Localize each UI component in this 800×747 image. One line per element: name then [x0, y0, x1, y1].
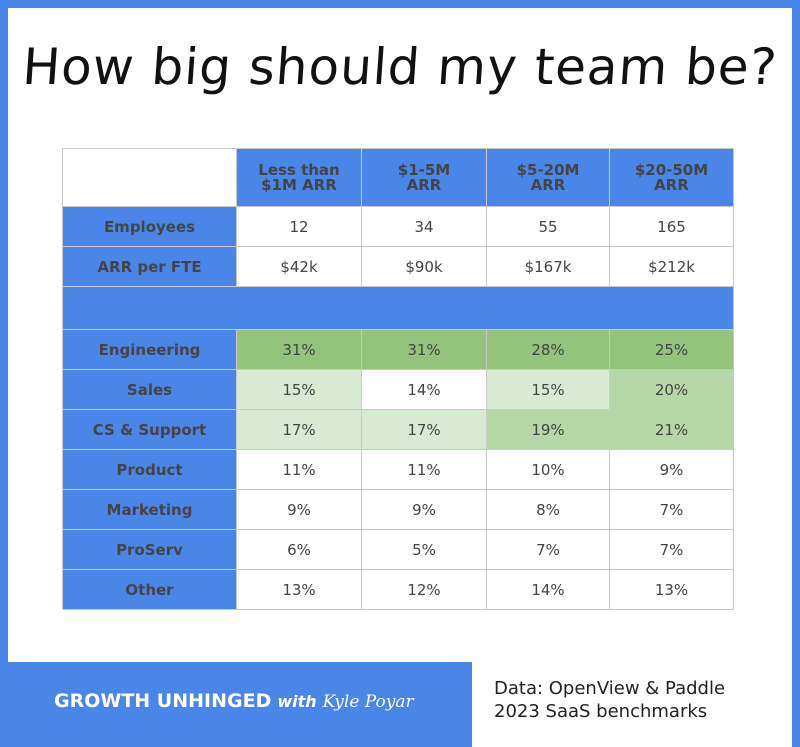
- row-label: ProServ: [62, 529, 237, 570]
- table-corner-cell: [62, 148, 237, 207]
- table-cell: 28%: [486, 329, 610, 370]
- table-cell: $42k: [236, 246, 362, 287]
- row-label: Marketing: [62, 489, 237, 530]
- table-cell: $90k: [361, 246, 487, 287]
- table-cell: 17%: [236, 409, 362, 450]
- row-label: Engineering: [62, 329, 237, 370]
- section-divider: [62, 286, 734, 330]
- row-label: Product: [62, 449, 237, 490]
- page-title: How big should my team be?: [20, 38, 780, 96]
- footer-source-box: [472, 662, 800, 747]
- row-label: ARR per FTE: [62, 246, 237, 287]
- table-cell: $212k: [609, 246, 734, 287]
- source-line-2: 2023 SaaS benchmarks: [494, 701, 708, 722]
- table-cell: 11%: [236, 449, 362, 490]
- table-cell: 7%: [486, 529, 610, 570]
- table-cell: 9%: [236, 489, 362, 530]
- table-cell: 11%: [361, 449, 487, 490]
- table-cell: 6%: [236, 529, 362, 570]
- brand-label: GROWTH UNHINGED with Kyle Poyar: [54, 690, 414, 712]
- source-note: Data: OpenView & Paddle 2023 SaaS benchm…: [494, 677, 725, 723]
- table-row: CS & Support 17% 17% 19% 21%: [62, 409, 734, 450]
- table-row: Product 11% 11% 10% 9%: [62, 449, 734, 490]
- table-cell: 9%: [609, 449, 734, 490]
- table-row: Sales 15% 14% 15% 20%: [62, 369, 734, 410]
- table-cell: 8%: [486, 489, 610, 530]
- table-cell: 12: [236, 206, 362, 247]
- table-cell: 20%: [609, 369, 734, 410]
- brand-author: Kyle Poyar: [322, 692, 414, 712]
- table-cell: 21%: [609, 409, 734, 450]
- column-header: $1-5M ARR: [361, 148, 487, 207]
- table-row: Employees 12 34 55 165: [62, 206, 734, 247]
- table-cell: 165: [609, 206, 734, 247]
- table-cell: $167k: [486, 246, 610, 287]
- source-line-1: Data: OpenView & Paddle: [494, 678, 726, 699]
- table-cell: 9%: [361, 489, 487, 530]
- table-cell: 15%: [236, 369, 362, 410]
- brand-with: with: [277, 692, 317, 711]
- column-header: $20-50M ARR: [609, 148, 734, 207]
- row-label: Other: [62, 569, 237, 610]
- table-cell: 31%: [361, 329, 487, 370]
- table-row: Marketing 9% 9% 8% 7%: [62, 489, 734, 530]
- table-row: Other 13% 12% 14% 13%: [62, 569, 734, 610]
- row-label: CS & Support: [62, 409, 237, 450]
- table-cell: 19%: [486, 409, 610, 450]
- table-cell: 10%: [486, 449, 610, 490]
- footer-brand-bar: [0, 662, 472, 747]
- row-label: Sales: [62, 369, 237, 410]
- table-cell: 31%: [236, 329, 362, 370]
- table-cell: 34: [361, 206, 487, 247]
- table-cell: 12%: [361, 569, 487, 610]
- table-cell: 15%: [486, 369, 610, 410]
- table-cell: 14%: [486, 569, 610, 610]
- table-row: Engineering 31% 31% 28% 25%: [62, 329, 734, 370]
- table-row: ARR per FTE $42k $90k $167k $212k: [62, 246, 734, 287]
- table-cell: 13%: [609, 569, 734, 610]
- column-header: Less than $1M ARR: [236, 148, 362, 207]
- table-cell: 14%: [361, 369, 487, 410]
- table-cell: 5%: [361, 529, 487, 570]
- table-cell: 55: [486, 206, 610, 247]
- table-row: ProServ 6% 5% 7% 7%: [62, 529, 734, 570]
- table-cell: 7%: [609, 529, 734, 570]
- benchmark-table: Less than $1M ARR $1-5M ARR $5-20M ARR $20-…: [62, 148, 734, 610]
- table-cell: 7%: [609, 489, 734, 530]
- brand-name: GROWTH UNHINGED: [54, 690, 272, 712]
- table-cell: 13%: [236, 569, 362, 610]
- row-label: Employees: [62, 206, 237, 247]
- section-divider-row: [62, 286, 734, 330]
- table-cell: 25%: [609, 329, 734, 370]
- column-header: $5-20M ARR: [486, 148, 610, 207]
- table-cell: 17%: [361, 409, 487, 450]
